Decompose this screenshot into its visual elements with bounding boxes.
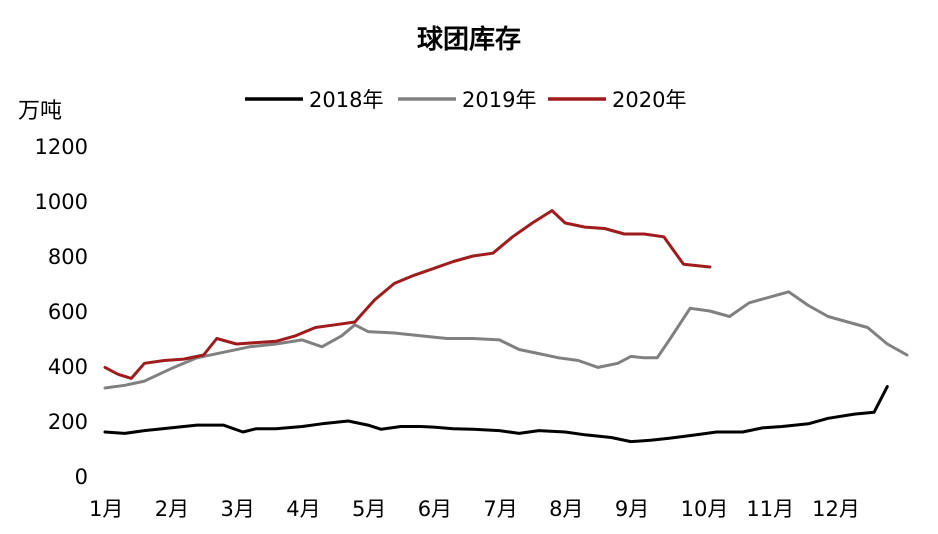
x-tick-label: 12月 bbox=[812, 497, 860, 521]
y-tick-label: 600 bbox=[48, 300, 88, 324]
y-tick-label: 1200 bbox=[35, 135, 88, 159]
x-tick-label: 6月 bbox=[418, 497, 452, 521]
y-tick-label: 200 bbox=[48, 410, 88, 434]
x-tick-label: 9月 bbox=[615, 497, 649, 521]
x-tick-label: 5月 bbox=[352, 497, 386, 521]
x-tick-label: 10月 bbox=[681, 497, 729, 521]
series-line-3 bbox=[103, 209, 712, 380]
x-tick-label: 2月 bbox=[155, 497, 189, 521]
y-tick-label: 800 bbox=[48, 245, 88, 269]
y-tick-label: 1000 bbox=[35, 190, 88, 214]
chart-legend: 2018年 2019年 2020年 bbox=[245, 88, 686, 112]
legend-label-2: 2019年 bbox=[462, 88, 536, 112]
y-axis-ticks: 0 200 400 600 800 1000 1200 bbox=[35, 135, 88, 489]
x-tick-label: 1月 bbox=[89, 497, 123, 521]
x-tick-label: 7月 bbox=[483, 497, 517, 521]
y-axis-unit-label: 万吨 bbox=[18, 99, 62, 124]
y-tick-label: 400 bbox=[48, 355, 88, 379]
chart-title: 球团库存 bbox=[417, 25, 521, 55]
legend-label-1: 2018年 bbox=[309, 88, 383, 112]
y-tick-label: 0 bbox=[75, 465, 88, 489]
x-tick-label: 3月 bbox=[220, 497, 254, 521]
series-line-1 bbox=[103, 385, 889, 444]
legend-label-3: 2020年 bbox=[612, 88, 686, 112]
x-tick-label: 11月 bbox=[746, 497, 794, 521]
x-axis-ticks: 1月 2月 3月 4月 5月 6月 7月 8月 9月 10月 11月 12月 bbox=[89, 497, 860, 521]
series-line-2 bbox=[103, 290, 909, 390]
x-tick-label: 4月 bbox=[286, 497, 320, 521]
x-tick-label: 8月 bbox=[549, 497, 583, 521]
series-lines bbox=[103, 209, 909, 444]
